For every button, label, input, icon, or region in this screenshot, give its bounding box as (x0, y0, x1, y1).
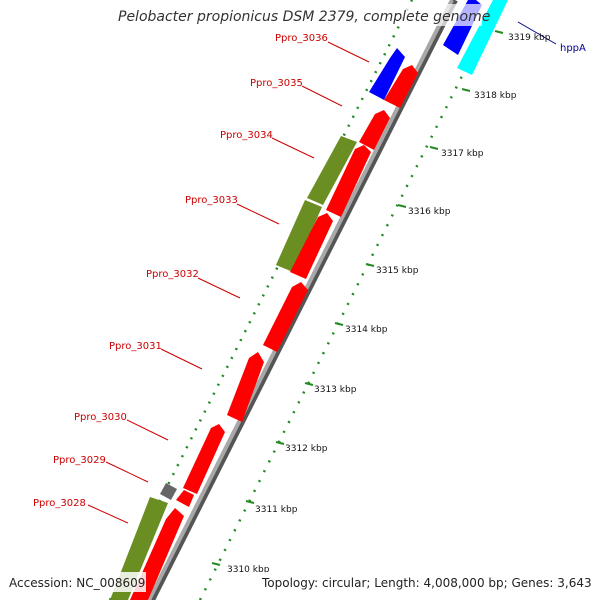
outer-dotted-guide (108, 0, 414, 600)
kbp-tick-label: 3317 kbp (441, 149, 484, 159)
topology-summary-text: Topology: circular; Length: 4,008,000 bp… (261, 576, 592, 590)
gene-label[interactable]: Ppro_3035 (250, 78, 303, 89)
gene-label[interactable]: Ppro_3030 (74, 412, 127, 423)
forward-cds[interactable] (384, 65, 418, 108)
gene-label[interactable]: Ppro_3028 (33, 498, 86, 509)
kbp-tick-label: 3318 kbp (474, 91, 517, 101)
gene-label-leader (236, 203, 280, 225)
kbp-tick-label: 3313 kbp (314, 385, 357, 395)
gene-label-leader (197, 277, 241, 299)
gene-label-leader (87, 504, 129, 524)
kbp-tick (397, 204, 407, 208)
kbp-tick-label: 3316 kbp (408, 207, 451, 217)
forward-cds[interactable] (227, 352, 264, 422)
kbp-tick-label: 3310 kbp (227, 565, 270, 575)
kbp-tick (245, 500, 255, 504)
gene-label-leader (160, 348, 203, 370)
kbp-tick (494, 30, 504, 34)
forward-cds[interactable] (176, 490, 194, 507)
kbp-tick (365, 263, 375, 267)
gene-label-leader (126, 419, 169, 441)
forward-cds[interactable] (183, 424, 225, 494)
gene-label-leader (301, 85, 343, 107)
kbp-tick (334, 322, 344, 326)
gene-label[interactable]: Ppro_3034 (220, 130, 273, 141)
accession-text: Accession: NC_008609 (9, 576, 145, 590)
gene-label[interactable]: Ppro_3031 (109, 341, 162, 352)
gene-label[interactable]: Ppro_3032 (146, 269, 199, 280)
kbp-tick (429, 146, 439, 150)
gene-bar[interactable] (276, 200, 322, 272)
kbp-tick (275, 441, 285, 445)
reverse-cds[interactable] (369, 48, 405, 100)
gene-label-leader (271, 137, 315, 159)
kbp-tick-label: 3312 kbp (285, 444, 328, 454)
title-backing (116, 4, 482, 26)
kbp-tick (211, 562, 221, 566)
inner-dotted-guide (198, 0, 502, 600)
gene-label[interactable]: Ppro_3036 (275, 33, 328, 44)
kbp-tick (304, 382, 314, 386)
map-title: Pelobacter propionicus DSM 2379, complet… (118, 9, 490, 25)
kbp-tick (461, 88, 471, 92)
kbp-tick-label: 3315 kbp (376, 266, 419, 276)
kbp-tick-label: 3319 kbp (508, 33, 551, 43)
kbp-tick-label: 3311 kbp (255, 505, 298, 515)
gene-label[interactable]: Ppro_3033 (185, 195, 238, 206)
gene-label[interactable]: Ppro_3029 (53, 455, 106, 466)
forward-cds[interactable] (290, 213, 333, 279)
forward-cds[interactable] (326, 145, 371, 217)
gene-label-leader (327, 41, 370, 63)
reverse-feature[interactable] (457, 0, 508, 75)
forward-cds[interactable] (263, 282, 308, 352)
genome-backbone-shadow (149, 0, 458, 600)
gene-label-leader (105, 461, 149, 483)
kbp-tick-label: 3314 kbp (345, 325, 388, 335)
gene-bar[interactable] (307, 136, 357, 205)
gene-label-leader (517, 21, 557, 45)
gray-feature[interactable] (160, 483, 177, 500)
forward-cds[interactable] (359, 110, 390, 150)
gene-label[interactable]: hppA (560, 43, 586, 54)
footer-accession-backing (6, 572, 146, 592)
footer-summary-backing (258, 572, 594, 592)
